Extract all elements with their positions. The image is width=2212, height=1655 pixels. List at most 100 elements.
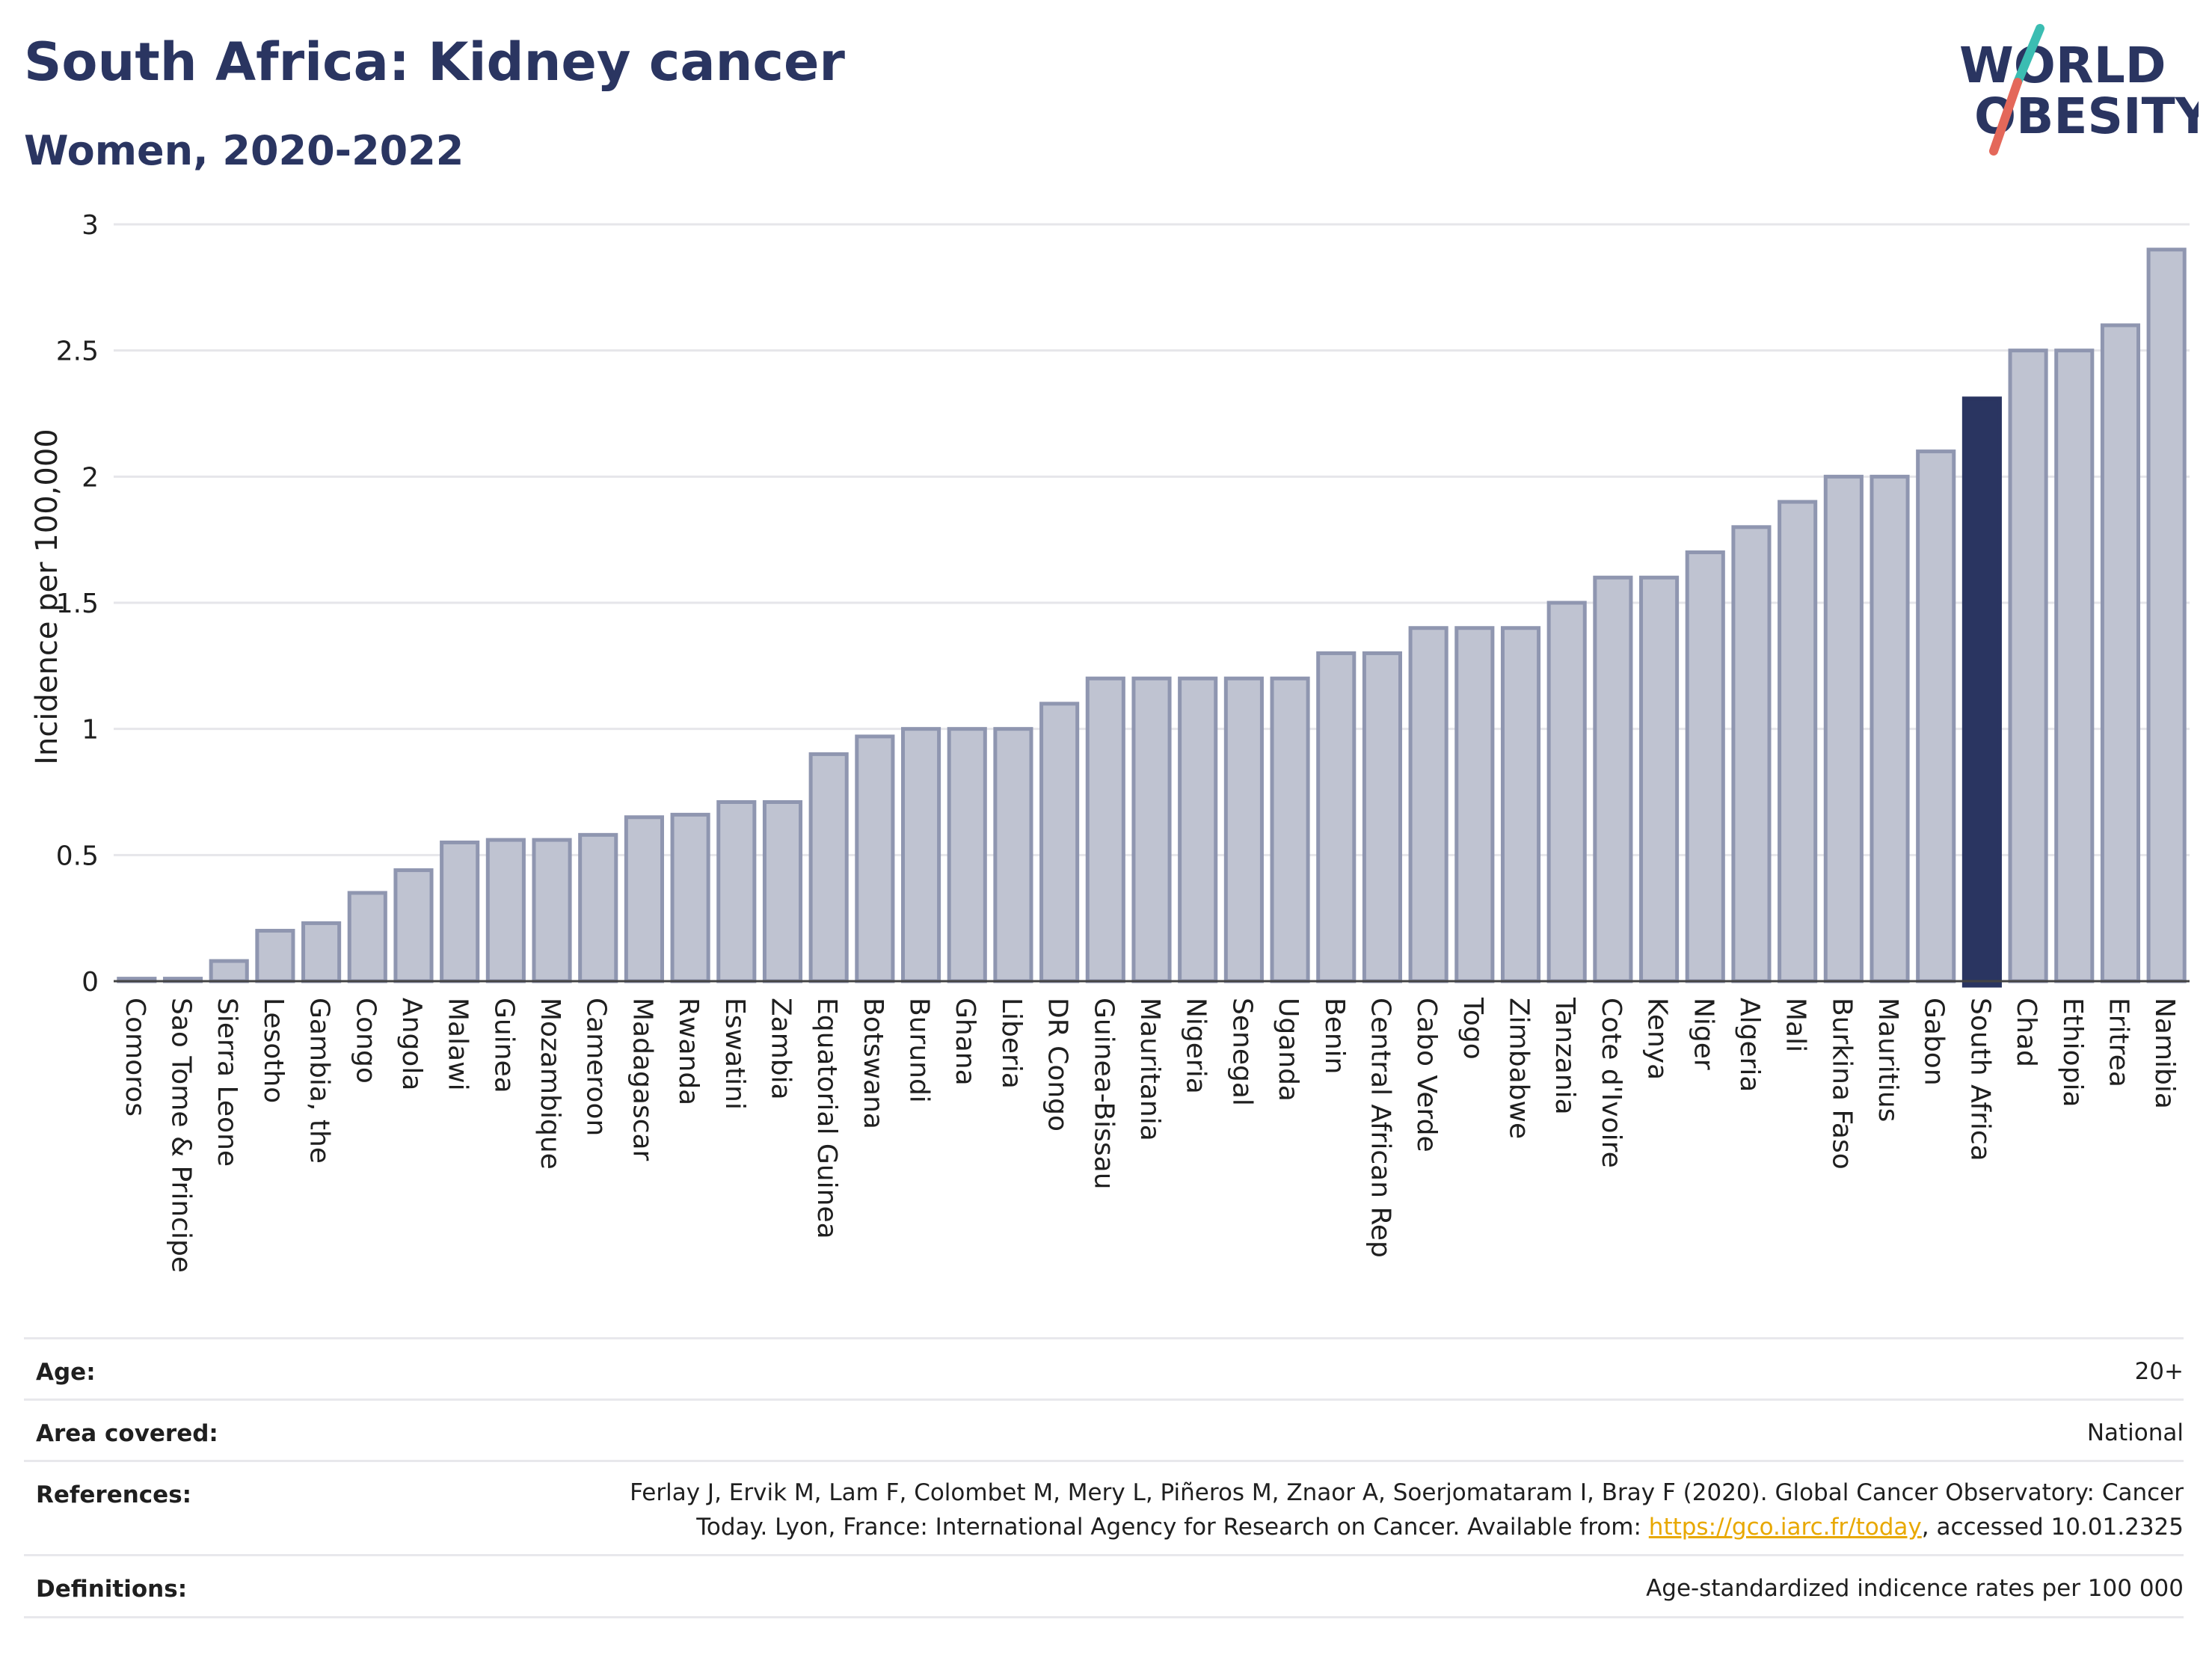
x-tick-label: Senegal — [1226, 998, 1257, 1106]
x-tick-label: Burkina Faso — [1826, 998, 1857, 1170]
age-value: 20+ — [2134, 1358, 2184, 1385]
x-tick-label: Rwanda — [673, 998, 704, 1105]
x-tick-label: Ghana — [950, 998, 980, 1086]
meta-row-definitions: Definitions: Age-standardized indicence … — [24, 1554, 2184, 1618]
x-tick-label: Namibia — [2149, 998, 2180, 1109]
bar-mali — [1778, 500, 1818, 983]
bar-nigeria — [1178, 676, 1218, 983]
logo-slash-red — [1989, 78, 2022, 156]
references-line-2: Today. Lyon, France: International Agenc… — [630, 1510, 2184, 1544]
bar-lesotho — [255, 929, 295, 983]
bar-benin — [1316, 651, 1357, 983]
references-value: Ferlay J, Ervik M, Lam F, Colombet M, Me… — [630, 1476, 2184, 1544]
y-tick-label: 1 — [82, 715, 99, 746]
bar-liberia — [993, 727, 1033, 983]
x-tick-label: Nigeria — [1181, 998, 1211, 1094]
meta-row-references: References: Ferlay J, Ervik M, Lam F, Co… — [24, 1460, 2184, 1555]
bar-mozambique — [532, 838, 572, 983]
y-tick-label: 0.5 — [56, 841, 99, 871]
x-tick-label: Mauritius — [1872, 998, 1903, 1122]
meta-row-age: Age: 20+ — [24, 1337, 2184, 1399]
y-tick-label: 0 — [82, 967, 99, 998]
logo-slash-teal — [2013, 24, 2044, 87]
bars — [117, 248, 2187, 988]
bar-gabon — [1916, 449, 1956, 983]
x-tick-label: Gabon — [1919, 998, 1950, 1086]
chart-subtitle: Women, 2020-2022 — [24, 127, 464, 174]
references-line-2-post: , accessed 10.01.2325 — [1921, 1514, 2184, 1541]
bar-guinea-bissau — [1085, 676, 1125, 983]
bar-senegal — [1223, 676, 1264, 983]
bar-tanzania — [1546, 601, 1587, 983]
bar-mauritius — [1870, 474, 1910, 983]
x-tick-label: Guinea — [488, 998, 519, 1093]
bar-zambia — [762, 799, 803, 983]
x-tick-label: Cote d'Ivoire — [1596, 998, 1626, 1168]
x-tick-label: Congo — [350, 998, 381, 1084]
references-line-1: Ferlay J, Ervik M, Lam F, Colombet M, Me… — [630, 1479, 2184, 1506]
bar-kenya — [1639, 575, 1680, 983]
bar-namibia — [2146, 248, 2187, 983]
bar-angola — [393, 868, 434, 983]
bar-ghana — [947, 727, 987, 983]
bar-niger — [1685, 550, 1725, 983]
references-line-2-pre: Today. Lyon, France: International Agenc… — [696, 1514, 1649, 1541]
bar-uganda — [1270, 676, 1310, 983]
x-tick-label: Kenya — [1642, 998, 1673, 1080]
bar-algeria — [1731, 525, 1772, 983]
x-tick-label: Uganda — [1273, 998, 1303, 1102]
x-tick-label: Mozambique — [535, 998, 565, 1170]
x-tick-label: Liberia — [996, 998, 1027, 1089]
x-tick-label: Mauritania — [1134, 998, 1165, 1141]
references-link[interactable]: https://gco.iarc.fr/today — [1648, 1514, 1922, 1541]
bar-cameroon — [578, 832, 618, 983]
x-tick-label: Algeria — [1734, 998, 1765, 1093]
x-tick-label: Tanzania — [1549, 997, 1580, 1115]
x-tick-label: Malawi — [443, 998, 473, 1091]
bar-cote-d-ivoire — [1593, 575, 1633, 983]
bar-botswana — [855, 734, 895, 983]
bar-mauritania — [1131, 676, 1172, 983]
x-tick-label: Eswatini — [719, 998, 750, 1110]
y-tick-label: 1.5 — [56, 589, 99, 619]
x-tick-label: Botswana — [858, 998, 888, 1129]
bar-togo — [1454, 626, 1495, 983]
x-tick-label: Cabo Verde — [1411, 998, 1442, 1152]
bar-sierra-leone — [209, 959, 249, 983]
x-tick-label: Zambia — [765, 998, 796, 1100]
bar-dr-congo — [1039, 701, 1080, 983]
x-tick-label: Comoros — [120, 998, 150, 1117]
chart-title: South Africa: Kidney cancer — [24, 31, 845, 93]
x-tick-label: Ethiopia — [2057, 998, 2088, 1108]
bar-south-africa — [1961, 396, 2002, 988]
x-tick-label: Sao Tome & Principe — [166, 998, 197, 1273]
y-tick-label: 3 — [82, 210, 99, 241]
bar-ethiopia — [2054, 348, 2095, 983]
x-tick-label: Lesotho — [258, 998, 289, 1103]
references-label: References: — [36, 1481, 192, 1508]
bar-chad — [2008, 348, 2048, 983]
x-tick-label: Gambia, the — [304, 998, 335, 1164]
bar-rwanda — [670, 812, 710, 983]
y-tick-label: 2.5 — [56, 337, 99, 367]
x-tick-label: Sierra Leone — [212, 998, 242, 1167]
bar-cabo-verde — [1408, 626, 1448, 983]
x-tick-label: Equatorial Guinea — [811, 998, 842, 1239]
y-axis-ticks: 0 0.5 1 1.5 2 2.5 3 — [56, 210, 99, 998]
x-tick-label: Mali — [1781, 998, 1811, 1052]
x-tick-label: Chad — [2011, 998, 2042, 1067]
x-tick-label: South Africa — [1964, 998, 1995, 1161]
x-tick-label: Angola — [396, 998, 427, 1090]
bar-congo — [347, 891, 387, 983]
x-axis-labels: Comoros Sao Tome & Principe Sierra Leone Le… — [120, 997, 2180, 1273]
world-obesity-logo: WORLD OBESITY — [1959, 24, 2199, 156]
x-tick-label: Burundi — [904, 998, 935, 1103]
x-tick-label: Eritrea — [2103, 998, 2133, 1087]
bar-eritrea — [2100, 323, 2141, 983]
x-tick-label: Zimbabwe — [1504, 998, 1534, 1139]
x-tick-label: Niger — [1688, 998, 1718, 1070]
bar-madagascar — [624, 815, 664, 983]
bar-eswatini — [716, 799, 757, 983]
definitions-label: Definitions: — [36, 1576, 188, 1603]
logo-word-world: WORLD — [1959, 37, 2166, 94]
